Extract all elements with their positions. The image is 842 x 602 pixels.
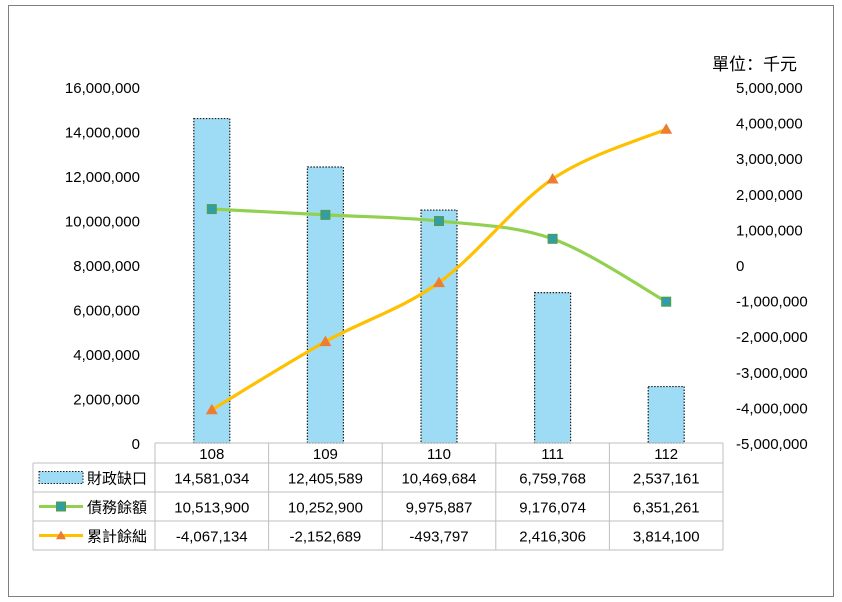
point-債務餘額-111 — [547, 233, 558, 244]
data-label-累計餘絀-111: 2,416,306 — [519, 529, 586, 546]
data-label-累計餘絀-108: -4,067,134 — [176, 529, 248, 546]
category-label-110: 110 — [427, 446, 451, 463]
right-axis-tick-label: -2,000,000 — [736, 329, 808, 346]
left-axis-tick-label: 8,000,000 — [73, 258, 140, 275]
right-axis-tick-label: 1,000,000 — [736, 222, 803, 239]
point-累計餘絀-110 — [433, 276, 445, 288]
data-label-債務餘額-110: 9,975,887 — [406, 500, 473, 517]
right-axis-tick-label: 4,000,000 — [736, 116, 803, 133]
legend-label-財政缺口: 財政缺口 — [87, 470, 147, 488]
data-label-財政缺口-112: 2,537,161 — [633, 471, 700, 488]
right-axis-tick-label: 5,000,000 — [736, 80, 803, 97]
legend-marker-累計餘絀 — [56, 530, 66, 540]
right-axis-tick-label: -1,000,000 — [736, 294, 808, 311]
point-債務餘額-108 — [206, 204, 217, 215]
point-累計餘絀-111 — [546, 172, 559, 184]
point-債務餘額-110 — [434, 216, 444, 227]
right-axis-tick-label: 2,000,000 — [736, 187, 803, 204]
left-axis-tick-label: 12,000,000 — [65, 169, 140, 186]
category-label-112: 112 — [654, 446, 678, 463]
left-axis-tick-label: 16,000,000 — [65, 80, 140, 97]
right-axis-tick-label: -3,000,000 — [736, 365, 808, 382]
right-axis-tick-label: 3,000,000 — [736, 151, 803, 168]
left-axis-tick-label: 14,000,000 — [65, 125, 140, 142]
point-累計餘絀-112 — [660, 123, 673, 134]
bar-110 — [420, 209, 458, 444]
point-累計餘絀-108 — [205, 403, 218, 415]
data-label-債務餘額-111: 9,176,074 — [519, 500, 586, 517]
legend-label-債務餘額: 債務餘額 — [87, 499, 147, 517]
right-axis-tick-label: -5,000,000 — [736, 436, 808, 453]
unit-label: 單位：千元 — [712, 55, 797, 75]
data-label-財政缺口-109: 12,405,589 — [288, 471, 363, 488]
legend-key-財政缺口 — [38, 471, 84, 484]
left-axis-tick-label: 0 — [132, 436, 140, 453]
data-label-債務餘額-112: 6,351,261 — [633, 500, 700, 517]
data-label-債務餘額-108: 10,513,900 — [174, 500, 249, 517]
data-label-累計餘絀-109: -2,152,689 — [290, 529, 362, 546]
category-label-109: 109 — [313, 446, 338, 463]
left-axis-tick-label: 2,000,000 — [73, 392, 140, 409]
legend-label-累計餘絀: 累計餘絀 — [87, 528, 147, 546]
point-債務餘額-112 — [661, 296, 672, 307]
bar-112 — [647, 385, 685, 444]
left-axis-tick-label: 10,000,000 — [65, 214, 140, 231]
bar-109 — [306, 166, 344, 444]
bar-108 — [193, 117, 231, 444]
data-label-財政缺口-110: 10,469,684 — [401, 471, 476, 488]
point-債務餘額-109 — [320, 209, 331, 220]
left-axis-tick-label: 6,000,000 — [73, 303, 140, 320]
data-label-累計餘絀-112: 3,814,100 — [633, 529, 700, 546]
data-label-財政缺口-111: 6,759,768 — [519, 471, 586, 488]
data-label-累計餘絀-110: -493,797 — [409, 529, 468, 546]
right-axis-tick-label: 0 — [736, 258, 744, 275]
legend-marker-債務餘額 — [56, 501, 66, 512]
data-label-財政缺口-108: 14,581,034 — [174, 471, 249, 488]
point-累計餘絀-109 — [319, 335, 332, 347]
category-label-111: 111 — [541, 446, 564, 463]
data-label-債務餘額-109: 10,252,900 — [288, 500, 363, 517]
category-label-108: 108 — [199, 446, 224, 463]
right-axis-tick-label: -4,000,000 — [736, 400, 808, 417]
left-axis-tick-label: 4,000,000 — [73, 347, 140, 364]
bar-111 — [533, 291, 572, 444]
